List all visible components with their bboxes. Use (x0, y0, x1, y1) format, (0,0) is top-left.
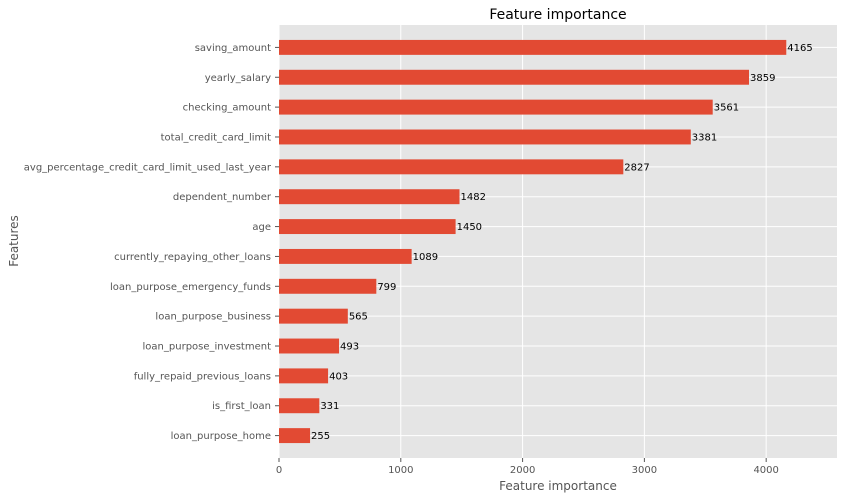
x-tick-label: 2000 (510, 465, 535, 476)
bar-value-label: 1450 (457, 222, 482, 233)
bar (279, 308, 348, 324)
bar-value-label: 565 (349, 312, 368, 323)
bar-value-label: 493 (340, 342, 359, 353)
bar-value-label: 255 (311, 431, 330, 442)
bar (279, 39, 787, 55)
bar (279, 219, 456, 235)
bar (279, 398, 320, 414)
bar (279, 189, 460, 205)
x-tick-label: 4000 (753, 465, 778, 476)
y-tick-label: yearly_salary (205, 73, 271, 84)
bar-value-label: 331 (320, 401, 339, 412)
bar (279, 248, 412, 264)
bar-value-label: 3381 (692, 132, 717, 143)
bar (279, 278, 377, 294)
y-tick-label: age (252, 222, 271, 233)
bar-value-label: 1089 (413, 252, 438, 263)
y-tick-label: total_credit_card_limit (161, 132, 271, 143)
labels-layer: 255 331 403 493 565 799 1089 1450 1482 2827 3381 35… (311, 43, 813, 442)
x-tick-label: 1000 (388, 465, 413, 476)
y-tick-label: currently_repaying_other_loans (114, 252, 271, 263)
bar-value-label: 1482 (460, 192, 485, 203)
x-tick-label: 3000 (632, 465, 657, 476)
bar-value-label: 403 (329, 371, 348, 382)
bar-value-label: 4165 (787, 43, 812, 54)
y-tick-label: loan_purpose_emergency_funds (110, 282, 271, 293)
bar (279, 69, 750, 85)
ticks-layer: 0 1000 2000 3000 4000 loan_purpose_home is_fir… (24, 43, 779, 476)
y-tick-label: fully_repaid_previous_loans (134, 371, 271, 382)
y-tick-label: checking_amount (183, 103, 271, 114)
bar (279, 159, 624, 175)
y-axis-label: Features (7, 215, 21, 267)
bar-value-label: 3561 (714, 103, 739, 114)
bar-value-label: 799 (377, 282, 396, 293)
bar-value-label: 3859 (750, 73, 775, 84)
bar (279, 129, 691, 145)
y-tick-label: saving_amount (195, 43, 271, 54)
chart-title: Feature importance (489, 7, 626, 23)
y-tick-label: loan_purpose_business (155, 312, 271, 323)
bar (279, 428, 311, 444)
y-tick-label: avg_percentage_credit_card_limit_used_la… (24, 162, 272, 173)
bar (279, 338, 340, 354)
bar-value-label: 2827 (624, 162, 649, 173)
y-tick-label: loan_purpose_investment (143, 342, 272, 353)
bar (279, 368, 329, 384)
y-tick-label: is_first_loan (212, 401, 271, 412)
y-tick-label: loan_purpose_home (171, 431, 271, 442)
plot-background (279, 25, 837, 458)
bar (279, 99, 713, 115)
bars-layer (279, 39, 787, 444)
x-tick-label: 0 (276, 465, 282, 476)
x-axis-label: Feature importance (499, 479, 617, 493)
y-tick-label: dependent_number (173, 192, 272, 203)
